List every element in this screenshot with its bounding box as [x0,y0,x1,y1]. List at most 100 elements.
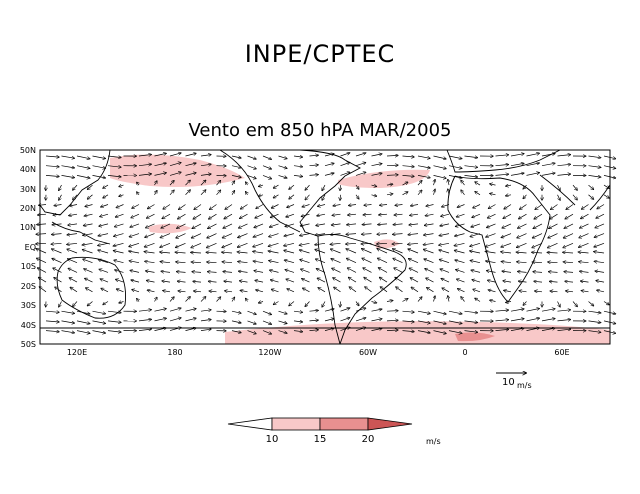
africa [447,175,551,303]
wind-vector [564,233,574,238]
wind-vector [340,318,350,322]
wind-vector [194,291,202,292]
wind-vector [377,249,388,254]
wind-vector [324,163,334,167]
wind-vector [448,175,462,178]
wind-vector [82,243,93,245]
wind-vector [456,270,465,273]
wind-vector [88,194,93,199]
wind-vector [433,310,447,314]
wind-vector [262,310,271,314]
wind-vector [340,163,350,167]
wind-vector [557,155,571,156]
wind-vector [396,287,403,293]
wind-vector [541,328,555,331]
wind-vector [239,223,248,228]
wind-vector [386,320,398,321]
wind-vector [502,223,512,228]
wind-vector [409,268,419,273]
wind-vector [510,173,524,176]
wind-vector [517,262,527,263]
wind-vector [253,251,264,253]
wind-vector [147,281,155,283]
wind-vector [519,291,527,292]
wind-vector [259,185,264,186]
wind-vector [68,268,78,273]
lat-label: 50N [20,146,36,155]
wind-vector [113,242,124,246]
wind-vector [271,213,279,217]
wind-vector [83,250,93,254]
lon-label: 120W [258,348,281,357]
wind-vector [287,289,295,293]
wind-vector [200,320,211,321]
wind-vector [464,331,478,333]
wind-vector [224,213,233,219]
wind-vector [69,214,78,215]
wind-vector [380,287,388,293]
wind-vector [100,279,109,283]
wind-vector [348,214,357,215]
wind-vector [363,214,372,215]
wind-vector [160,262,171,263]
wind-vector [146,271,155,273]
wind-vector [579,262,589,263]
wind-vector [417,297,422,302]
wind-vector [45,331,59,332]
wind-vector [519,213,527,219]
wind-vector [253,261,264,263]
wind-vector [331,259,341,264]
wind-vector [411,287,419,293]
wind-vector [340,153,350,157]
wind-vector [289,194,295,199]
wind-vector [119,195,124,197]
wind-vector [541,319,555,322]
wind-vector [439,242,450,245]
wind-vector [322,194,326,200]
wind-vector [534,213,543,219]
wind-vector [200,164,211,165]
lat-label: 30N [20,185,36,194]
wind-vector [138,164,151,166]
wind-vector [557,164,571,165]
wind-vector [247,320,257,324]
wind-vector [490,184,496,185]
colorbar-tick: 20 [362,434,375,445]
wind-vector [470,233,481,237]
wind-vector [138,174,151,176]
wind-vector [154,318,167,322]
wind-vector [393,249,403,254]
wind-vector [207,262,217,263]
lat-label: EQ [25,243,36,252]
wind-vector [61,165,75,168]
wind-vector [232,181,235,186]
wind-vector [84,224,93,226]
wind-vector [596,213,605,218]
wind-vector [45,321,59,322]
wind-vector [179,204,186,210]
wind-vector [448,165,462,169]
wind-vector [92,330,106,334]
wind-vector [565,281,574,282]
wind-vector [185,163,196,167]
wind-vector [456,223,465,227]
wind-vector [207,233,217,238]
wind-vector [103,184,109,188]
wind-vector [348,268,357,273]
wind-vector [433,155,447,159]
wind-vector [83,234,93,236]
wind-vector [316,224,326,226]
wind-vector [278,165,287,169]
wind-vector [541,163,555,167]
wind-vector [470,251,481,254]
wind-vector [347,258,357,264]
wind-vector [501,262,512,263]
wind-vector [299,242,310,245]
wind-vector [284,250,295,254]
wind-vector [191,252,202,253]
wind-vector [286,279,295,283]
wind-vector [371,164,382,167]
wind-vector [457,204,465,208]
wind-vector [541,173,555,176]
shade-tropical-pacific [148,223,192,234]
